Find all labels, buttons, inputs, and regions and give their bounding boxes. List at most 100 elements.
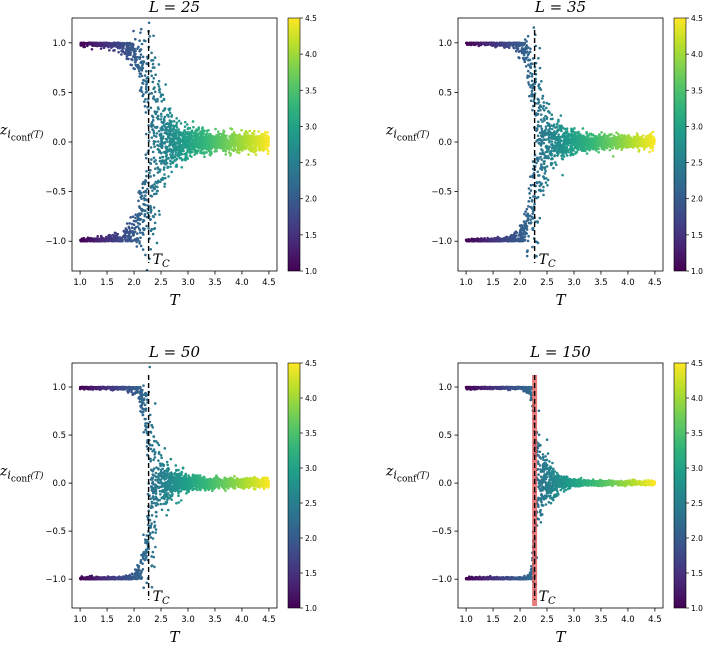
- data-point: [171, 145, 175, 148]
- data-point: [157, 85, 161, 88]
- data-point: [221, 147, 225, 150]
- data-point: [166, 125, 170, 129]
- data-point: [186, 157, 189, 160]
- data-point: [138, 89, 142, 92]
- data-point: [153, 90, 157, 94]
- data-point: [232, 134, 236, 137]
- data-point: [157, 63, 161, 66]
- data-point: [136, 237, 140, 241]
- data-point: [251, 150, 254, 153]
- data-point: [547, 133, 550, 137]
- data-point: [244, 147, 248, 150]
- data-point: [520, 239, 524, 243]
- data-point: [190, 134, 193, 137]
- data-point: [536, 102, 539, 105]
- data-point: [151, 128, 154, 131]
- data-point: [611, 155, 615, 158]
- data-point: [532, 82, 535, 86]
- data-point: [536, 97, 540, 101]
- data-point: [155, 189, 159, 193]
- data-point: [192, 138, 196, 142]
- data-point: [222, 149, 225, 153]
- data-point: [145, 224, 148, 228]
- data-point: [161, 155, 164, 159]
- data-point: [259, 135, 263, 138]
- data-point: [118, 46, 122, 50]
- data-point: [560, 135, 564, 138]
- data-point: [566, 143, 570, 147]
- data-point: [541, 149, 544, 152]
- x-tick-label: 1.5: [100, 278, 114, 288]
- data-point: [565, 130, 569, 134]
- data-point: [195, 151, 199, 155]
- data-point: [152, 156, 156, 160]
- data-point: [149, 204, 152, 208]
- data-point: [209, 153, 212, 157]
- data-point: [110, 239, 114, 243]
- data-point: [183, 158, 187, 161]
- data-point: [173, 132, 176, 136]
- data-point: [89, 42, 93, 46]
- data-point: [539, 118, 543, 121]
- data-point: [247, 133, 250, 137]
- data-point: [160, 126, 164, 129]
- data-point: [547, 137, 550, 141]
- data-point: [573, 127, 576, 130]
- data-point: [536, 220, 539, 223]
- data-point: [536, 124, 540, 127]
- data-point: [128, 227, 131, 230]
- data-point: [225, 147, 229, 150]
- data-point: [186, 146, 190, 149]
- data-point: [157, 129, 161, 133]
- data-point: [144, 97, 147, 101]
- data-point: [109, 235, 112, 238]
- data-point: [535, 271, 538, 274]
- data-point: [190, 155, 193, 158]
- data-point: [175, 117, 178, 120]
- data-point: [120, 239, 124, 242]
- data-point: [174, 137, 178, 141]
- data-point: [149, 69, 153, 73]
- data-point: [124, 42, 128, 45]
- data-point: [528, 94, 531, 98]
- colorbar-tick-label: 2.5: [305, 159, 317, 168]
- data-point: [249, 134, 252, 138]
- data-point: [155, 132, 159, 135]
- data-point: [139, 31, 142, 34]
- data-point: [613, 144, 617, 147]
- data-point: [541, 189, 545, 192]
- data-point: [524, 45, 528, 49]
- data-point: [539, 88, 543, 91]
- data-point: [566, 137, 570, 141]
- data-point: [138, 218, 141, 222]
- data-point: [537, 56, 540, 60]
- data-point: [136, 55, 140, 59]
- colorbar-tick-label: 3.5: [305, 86, 317, 95]
- data-point: [545, 101, 549, 105]
- data-point: [180, 138, 184, 142]
- data-point: [137, 69, 141, 73]
- data-point: [166, 166, 169, 170]
- data-point: [152, 76, 156, 80]
- data-point: [550, 157, 554, 160]
- data-point: [149, 162, 153, 165]
- data-point: [523, 60, 527, 64]
- data-point: [114, 44, 118, 48]
- data-point: [235, 150, 239, 154]
- data-point: [232, 149, 235, 152]
- data-point: [214, 137, 218, 140]
- data-point: [260, 137, 263, 140]
- data-point: [179, 132, 183, 135]
- data-point: [156, 140, 160, 143]
- data-point: [83, 239, 87, 243]
- data-point: [112, 238, 116, 242]
- data-point: [129, 230, 133, 234]
- data-point: [586, 134, 589, 138]
- data-point: [152, 174, 156, 177]
- data-point: [162, 166, 166, 169]
- data-point: [265, 147, 269, 151]
- data-point: [231, 140, 235, 144]
- data-point: [177, 147, 181, 150]
- data-point: [570, 130, 573, 133]
- data-point: [586, 143, 590, 147]
